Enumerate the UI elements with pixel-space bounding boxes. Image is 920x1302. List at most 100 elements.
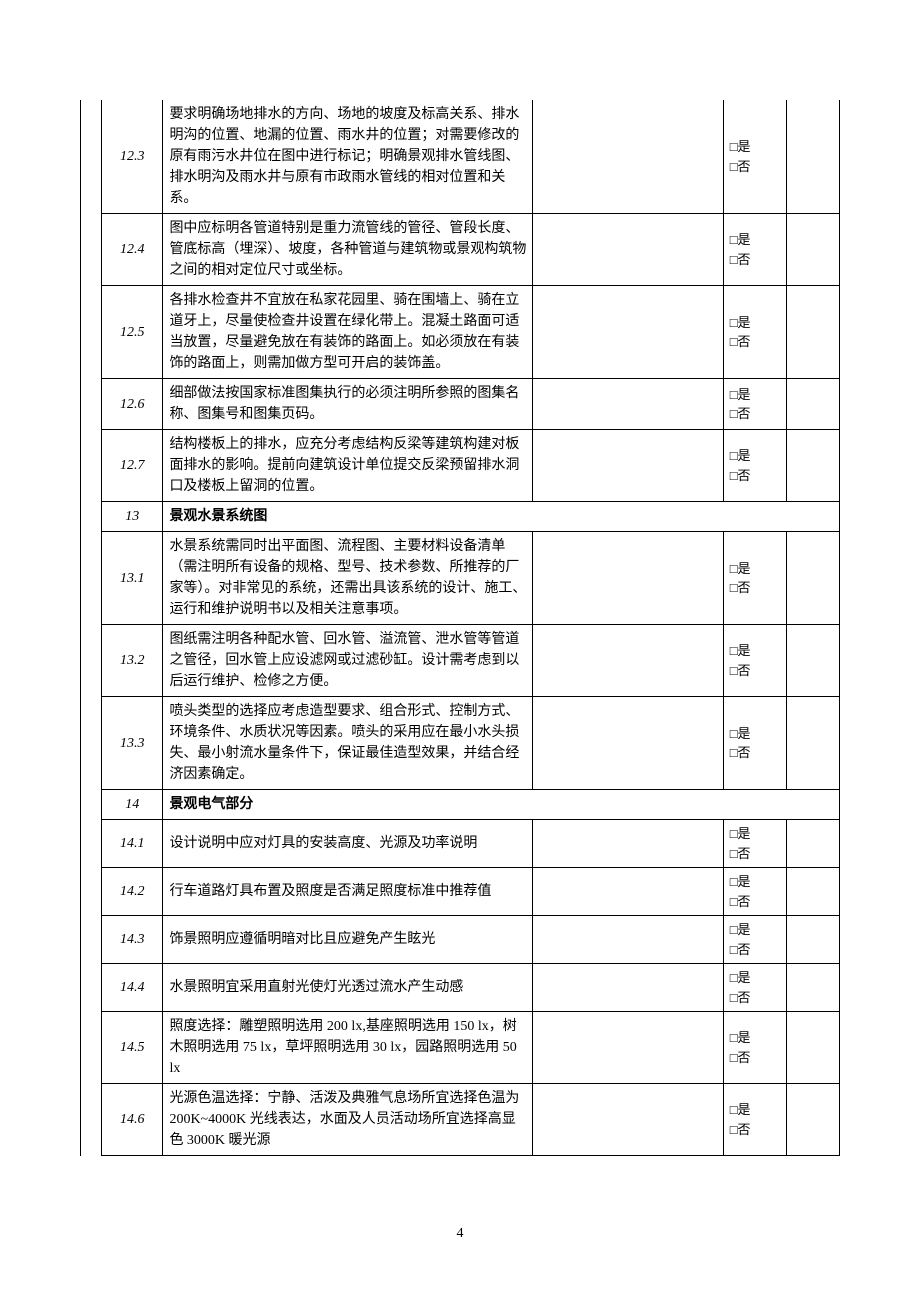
- checkbox-no[interactable]: □否: [730, 332, 780, 352]
- description-cell: 设计说明中应对灯具的安装高度、光源及功率说明: [163, 820, 533, 868]
- last-cell: [787, 916, 840, 964]
- spacer-cell: [81, 430, 102, 502]
- checkbox-yes[interactable]: □是: [730, 872, 780, 892]
- checkbox-cell: □是□否: [723, 868, 786, 916]
- row-id-cell: 12.3: [102, 100, 163, 214]
- gap-cell: [533, 214, 723, 286]
- spacer-cell: [81, 379, 102, 430]
- description-cell: 细部做法按国家标准图集执行的必须注明所参照的图集名称、图集号和图集页码。: [163, 379, 533, 430]
- description-cell: 图纸需注明各种配水管、回水管、溢流管、泄水管等管道之管径，回水管上应设滤网或过滤…: [163, 625, 533, 697]
- checkbox-no[interactable]: □否: [730, 988, 780, 1008]
- checkbox-yes[interactable]: □是: [730, 559, 780, 579]
- checkbox-yes[interactable]: □是: [730, 920, 780, 940]
- checkbox-cell: □是□否: [723, 430, 786, 502]
- gap-cell: [533, 1012, 723, 1084]
- gap-cell: [533, 100, 723, 214]
- table-row: 12.6细部做法按国家标准图集执行的必须注明所参照的图集名称、图集号和图集页码。…: [81, 379, 840, 430]
- checkbox-no[interactable]: □否: [730, 250, 780, 270]
- spacer-cell: [81, 625, 102, 697]
- last-cell: [787, 379, 840, 430]
- table-row: 12.5各排水检查井不宜放在私家花园里、骑在围墙上、骑在立道牙上，尽量使检查井设…: [81, 286, 840, 379]
- gap-cell: [533, 1084, 723, 1156]
- last-cell: [787, 214, 840, 286]
- row-id-cell: 12.7: [102, 430, 163, 502]
- checkbox-no[interactable]: □否: [730, 157, 780, 177]
- checkbox-yes[interactable]: □是: [730, 724, 780, 744]
- page-number: 4: [0, 1226, 920, 1242]
- last-cell: [787, 964, 840, 1012]
- last-cell: [787, 697, 840, 790]
- checkbox-yes[interactable]: □是: [730, 1100, 780, 1120]
- row-id-cell: 14.3: [102, 916, 163, 964]
- table-row: 12.4图中应标明各管道特别是重力流管线的管径、管段长度、管底标高（埋深）、坡度…: [81, 214, 840, 286]
- checkbox-yes[interactable]: □是: [730, 641, 780, 661]
- checkbox-no[interactable]: □否: [730, 466, 780, 486]
- checkbox-cell: □是□否: [723, 820, 786, 868]
- description-cell: 各排水检查井不宜放在私家花园里、骑在围墙上、骑在立道牙上，尽量使检查井设置在绿化…: [163, 286, 533, 379]
- checkbox-no[interactable]: □否: [730, 661, 780, 681]
- row-id-cell: 13: [102, 502, 163, 532]
- last-cell: [787, 100, 840, 214]
- section-header-cell: 景观水景系统图: [163, 502, 840, 532]
- checkbox-cell: □是□否: [723, 214, 786, 286]
- last-cell: [787, 625, 840, 697]
- checkbox-yes[interactable]: □是: [730, 313, 780, 333]
- description-cell: 喷头类型的选择应考虑造型要求、组合形式、控制方式、环境条件、水质状况等因素。喷头…: [163, 697, 533, 790]
- checkbox-no[interactable]: □否: [730, 844, 780, 864]
- row-id-cell: 13.2: [102, 625, 163, 697]
- spacer-cell: [81, 1084, 102, 1156]
- spacer-cell: [81, 502, 102, 532]
- checkbox-cell: □是□否: [723, 697, 786, 790]
- gap-cell: [533, 625, 723, 697]
- table-row: 14.5照度选择：雕塑照明选用 200 lx,基座照明选用 150 lx，树木照…: [81, 1012, 840, 1084]
- table-row: 14.4水景照明宜采用直射光使灯光透过流水产生动感□是□否: [81, 964, 840, 1012]
- checkbox-no[interactable]: □否: [730, 940, 780, 960]
- spacer-cell: [81, 214, 102, 286]
- checkbox-cell: □是□否: [723, 100, 786, 214]
- checkbox-yes[interactable]: □是: [730, 385, 780, 405]
- gap-cell: [533, 379, 723, 430]
- table-row: 14.1设计说明中应对灯具的安装高度、光源及功率说明□是□否: [81, 820, 840, 868]
- checkbox-no[interactable]: □否: [730, 1120, 780, 1140]
- table-row: 12.3要求明确场地排水的方向、场地的坡度及标高关系、排水明沟的位置、地漏的位置…: [81, 100, 840, 214]
- row-id-cell: 14: [102, 790, 163, 820]
- row-id-cell: 12.4: [102, 214, 163, 286]
- description-cell: 图中应标明各管道特别是重力流管线的管径、管段长度、管底标高（埋深）、坡度，各种管…: [163, 214, 533, 286]
- row-id-cell: 12.5: [102, 286, 163, 379]
- last-cell: [787, 286, 840, 379]
- spacer-cell: [81, 532, 102, 625]
- checkbox-yes[interactable]: □是: [730, 230, 780, 250]
- table-row: 14.3饰景照明应遵循明暗对比且应避免产生眩光□是□否: [81, 916, 840, 964]
- checkbox-no[interactable]: □否: [730, 743, 780, 763]
- checkbox-yes[interactable]: □是: [730, 1028, 780, 1048]
- description-cell: 结构楼板上的排水，应充分考虑结构反梁等建筑构建对板面排水的影响。提前向建筑设计单…: [163, 430, 533, 502]
- last-cell: [787, 430, 840, 502]
- table-row: 14.6光源色温选择：宁静、活泼及典雅气息场所宜选择色温为 200K~4000K…: [81, 1084, 840, 1156]
- checkbox-cell: □是□否: [723, 379, 786, 430]
- row-id-cell: 12.6: [102, 379, 163, 430]
- spacer-cell: [81, 820, 102, 868]
- checkbox-no[interactable]: □否: [730, 578, 780, 598]
- checkbox-cell: □是□否: [723, 532, 786, 625]
- gap-cell: [533, 430, 723, 502]
- description-cell: 水景系统需同时出平面图、流程图、主要材料设备清单（需注明所有设备的规格、型号、技…: [163, 532, 533, 625]
- checkbox-no[interactable]: □否: [730, 1048, 780, 1068]
- document-table: 12.3要求明确场地排水的方向、场地的坡度及标高关系、排水明沟的位置、地漏的位置…: [80, 100, 840, 1156]
- checkbox-cell: □是□否: [723, 1084, 786, 1156]
- checkbox-yes[interactable]: □是: [730, 824, 780, 844]
- checkbox-yes[interactable]: □是: [730, 968, 780, 988]
- checkbox-no[interactable]: □否: [730, 892, 780, 912]
- checkbox-cell: □是□否: [723, 1012, 786, 1084]
- checkbox-yes[interactable]: □是: [730, 137, 780, 157]
- description-cell: 光源色温选择：宁静、活泼及典雅气息场所宜选择色温为 200K~4000K 光线表…: [163, 1084, 533, 1156]
- checkbox-yes[interactable]: □是: [730, 446, 780, 466]
- checkbox-cell: □是□否: [723, 964, 786, 1012]
- row-id-cell: 14.2: [102, 868, 163, 916]
- row-id-cell: 13.1: [102, 532, 163, 625]
- spacer-cell: [81, 916, 102, 964]
- table-row: 14景观电气部分: [81, 790, 840, 820]
- table-row: 14.2行车道路灯具布置及照度是否满足照度标准中推荐值□是□否: [81, 868, 840, 916]
- table-body: 12.3要求明确场地排水的方向、场地的坡度及标高关系、排水明沟的位置、地漏的位置…: [81, 100, 840, 1156]
- checkbox-no[interactable]: □否: [730, 404, 780, 424]
- row-id-cell: 14.4: [102, 964, 163, 1012]
